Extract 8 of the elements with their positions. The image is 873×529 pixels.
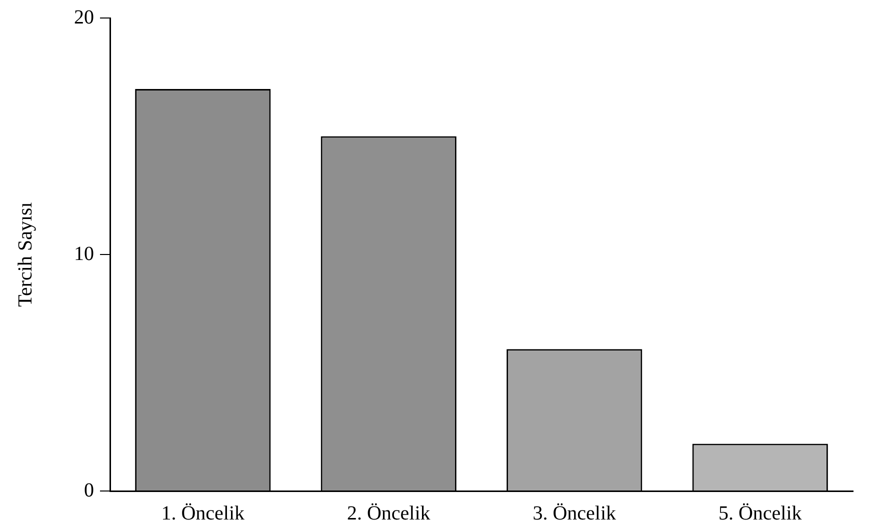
- x-tick-label: 2. Öncelik: [346, 502, 430, 524]
- x-tick-label: 5. Öncelik: [718, 502, 802, 524]
- y-tick-label: 0: [84, 479, 94, 502]
- y-tick-label: 20: [74, 6, 94, 28]
- y-axis-title: Tercih Sayısı: [14, 202, 36, 307]
- x-tick-label: 3. Öncelik: [532, 502, 616, 524]
- y-tick-label: 10: [74, 242, 94, 265]
- x-tick-label: 1. Öncelik: [161, 502, 245, 524]
